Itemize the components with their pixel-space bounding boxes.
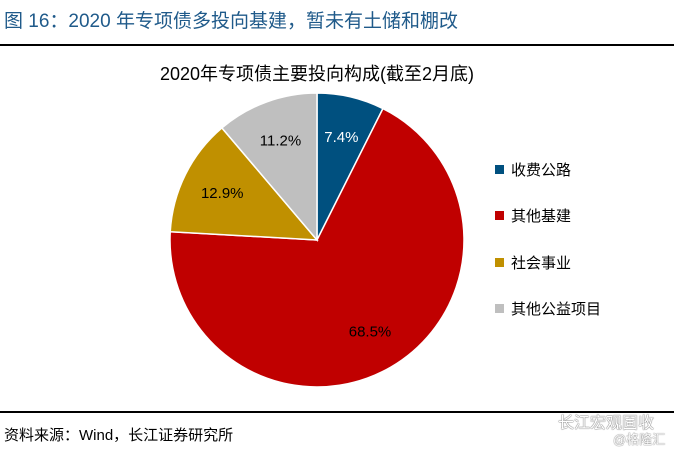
legend-swatch bbox=[495, 164, 504, 174]
slice-label: 7.4% bbox=[324, 129, 358, 146]
legend: 收费公路 其他基建 社会事业 其他公益项目 bbox=[495, 146, 601, 332]
legend-label: 收费公路 bbox=[511, 161, 572, 179]
pie-slice bbox=[220, 92, 318, 243]
legend-swatch bbox=[495, 304, 504, 314]
watermark-text: 长江宏观固收 bbox=[558, 415, 655, 432]
legend-item: 其他基建 bbox=[495, 193, 601, 240]
figure-title: 图 16：2020 年专项债多投向基建，暂未有土储和棚改 bbox=[4, 11, 458, 32]
legend-item: 社会事业 bbox=[495, 239, 601, 286]
legend-label: 社会事业 bbox=[511, 254, 572, 272]
source-note: 资料来源：Wind，长江证券研究所 bbox=[4, 427, 234, 444]
legend-item: 其他公益项目 bbox=[495, 286, 601, 333]
top-rule bbox=[0, 44, 674, 46]
pie-slice bbox=[169, 126, 319, 241]
watermark-handle: @格隆汇 bbox=[613, 432, 666, 447]
slice-label: 12.9% bbox=[201, 185, 244, 202]
legend-swatch bbox=[495, 211, 504, 221]
legend-label: 其他基建 bbox=[511, 208, 572, 226]
slice-label: 68.5% bbox=[349, 324, 392, 341]
pie-slice bbox=[169, 107, 465, 388]
chart-title: 2020年专项债主要投向构成(截至2月底) bbox=[159, 64, 475, 84]
bottom-rule bbox=[0, 411, 674, 413]
slice-label: 11.2% bbox=[260, 133, 301, 150]
legend-label: 其他公益项目 bbox=[511, 301, 602, 319]
legend-swatch bbox=[495, 257, 504, 267]
legend-item: 收费公路 bbox=[495, 146, 601, 193]
